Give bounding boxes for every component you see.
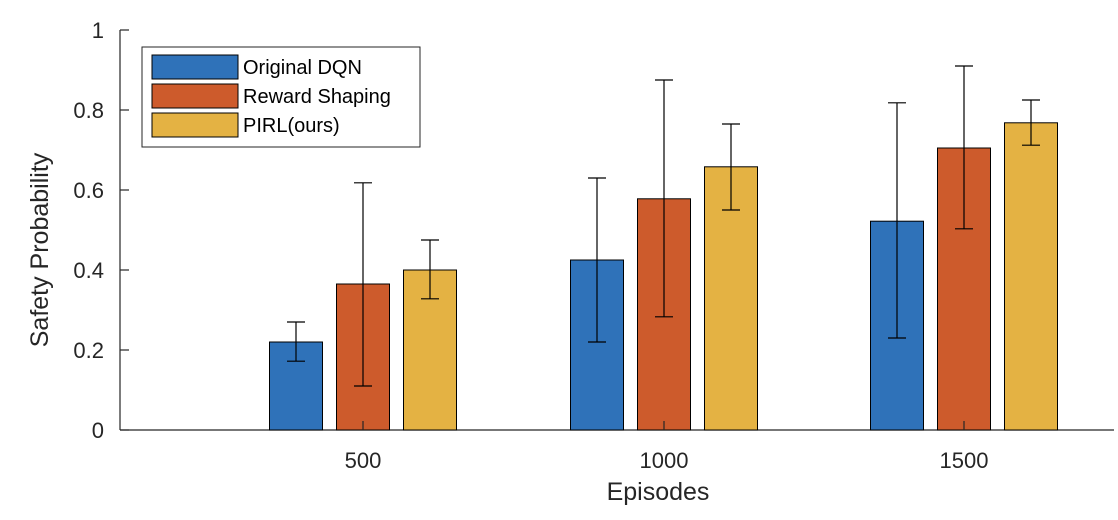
x-tick-label: 500 [345,448,382,473]
bar-pirl-ours-1500 [1004,122,1058,431]
chart-bars [269,122,1058,431]
y-axis-ticks: 0 0.2 0.4 0.6 0.8 1 [73,18,129,443]
y-tick-label: 0.4 [73,258,104,283]
legend-swatch [151,54,239,80]
chart-error-bars [287,65,1040,387]
legend-label: PIRL(ours) [243,115,340,137]
y-axis-title: Safety Probability [26,152,54,347]
x-tick-label: 1500 [940,448,989,473]
x-axis-title: Episodes [607,478,710,506]
y-tick-label: 0 [92,418,104,443]
legend-swatch [151,83,239,109]
y-tick-label: 0.8 [73,98,104,123]
y-tick-label: 1 [92,18,104,43]
y-tick-label: 0.6 [73,178,104,203]
legend-swatch [151,112,239,138]
chart-legend: Original DQN Reward Shaping PIRL(ours) [141,46,421,148]
y-tick-label: 0.2 [73,338,104,363]
x-tick-label: 1000 [640,448,689,473]
x-axis-ticks: 500 1000 1500 [345,421,989,473]
legend-label: Original DQN [243,57,362,79]
bar-pirl-ours-1000 [704,166,758,431]
legend-label: Reward Shaping [243,86,391,108]
